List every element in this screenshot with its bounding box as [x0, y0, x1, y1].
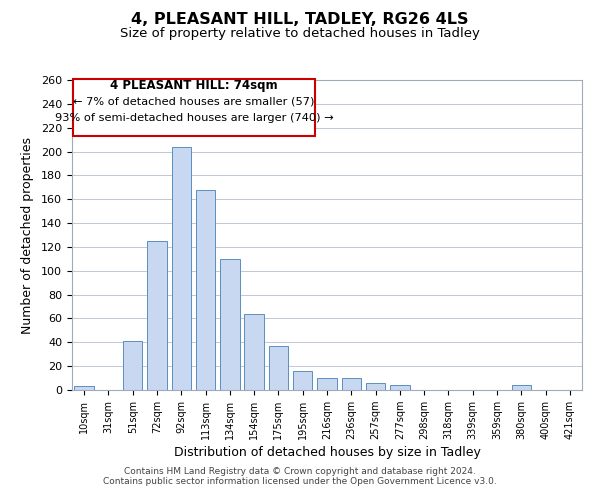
- Y-axis label: Number of detached properties: Number of detached properties: [21, 136, 34, 334]
- Bar: [196, 190, 215, 390]
- Bar: [172, 147, 191, 390]
- Text: 4 PLEASANT HILL: 74sqm: 4 PLEASANT HILL: 74sqm: [110, 80, 278, 92]
- Bar: [512, 385, 531, 390]
- FancyBboxPatch shape: [73, 79, 315, 136]
- Text: Contains HM Land Registry data © Crown copyright and database right 2024.: Contains HM Land Registry data © Crown c…: [124, 467, 476, 476]
- Bar: [244, 314, 264, 390]
- X-axis label: Distribution of detached houses by size in Tadley: Distribution of detached houses by size …: [173, 446, 481, 459]
- Bar: [366, 383, 385, 390]
- Text: Size of property relative to detached houses in Tadley: Size of property relative to detached ho…: [120, 28, 480, 40]
- Bar: [341, 378, 361, 390]
- Bar: [74, 386, 94, 390]
- Bar: [269, 346, 288, 390]
- Text: Contains public sector information licensed under the Open Government Licence v3: Contains public sector information licen…: [103, 477, 497, 486]
- Bar: [293, 371, 313, 390]
- Bar: [220, 259, 239, 390]
- Text: 4, PLEASANT HILL, TADLEY, RG26 4LS: 4, PLEASANT HILL, TADLEY, RG26 4LS: [131, 12, 469, 28]
- Bar: [317, 378, 337, 390]
- Text: ← 7% of detached houses are smaller (57): ← 7% of detached houses are smaller (57): [73, 96, 315, 106]
- Text: 93% of semi-detached houses are larger (740) →: 93% of semi-detached houses are larger (…: [55, 113, 334, 123]
- Bar: [390, 385, 410, 390]
- Bar: [123, 341, 142, 390]
- Bar: [147, 241, 167, 390]
